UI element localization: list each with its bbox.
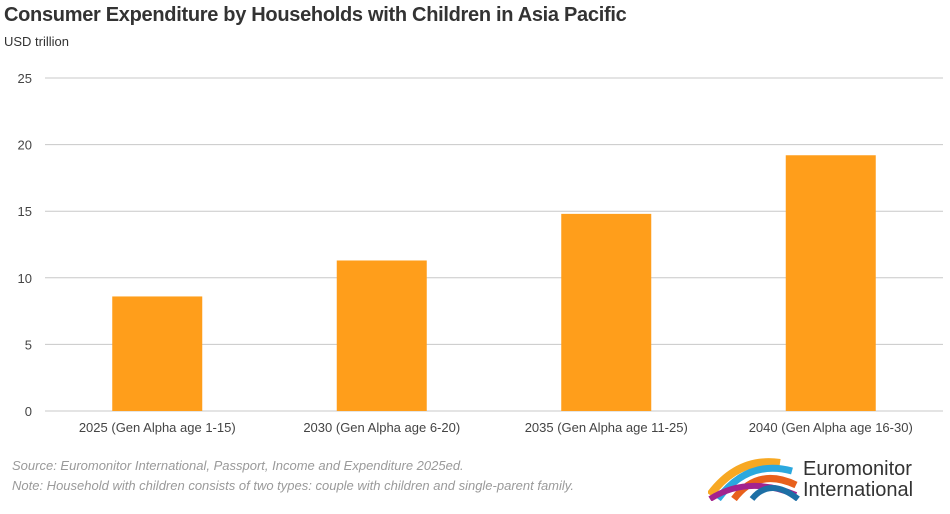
bar <box>112 296 203 411</box>
x-tick-label: 2025 (Gen Alpha age 1-15) <box>79 420 236 435</box>
bar-chart: 0 5 10 15 20 25 2025 (Gen Alpha age 1-15) 2030 … <box>18 71 943 435</box>
x-tick-label: 2035 (Gen Alpha age 11-25) <box>525 420 688 435</box>
source-note: Source: Euromonitor International, Passp… <box>12 458 464 473</box>
bar <box>561 213 652 411</box>
bar <box>785 155 876 411</box>
bar <box>336 260 427 411</box>
y-tick-label: 15 <box>18 204 32 219</box>
footnote: Note: Household with children consists o… <box>12 478 574 493</box>
y-tick-label: 0 <box>25 404 32 419</box>
y-tick-label: 10 <box>18 271 32 286</box>
chart-title: Consumer Expenditure by Households with … <box>4 4 627 26</box>
logo-text-line2: International <box>803 479 914 501</box>
euromonitor-logo-icon <box>708 458 800 501</box>
logo-text-line1: Euromonitor <box>803 458 912 480</box>
y-axis-unit-label: USD trillion <box>4 34 70 49</box>
y-tick-label: 20 <box>18 138 32 153</box>
y-tick-label: 5 <box>25 337 32 352</box>
y-tick-label: 25 <box>18 71 32 86</box>
x-tick-label: 2040 (Gen Alpha age 16-30) <box>749 420 913 435</box>
x-tick-label: 2030 (Gen Alpha age 6-20) <box>303 420 460 435</box>
